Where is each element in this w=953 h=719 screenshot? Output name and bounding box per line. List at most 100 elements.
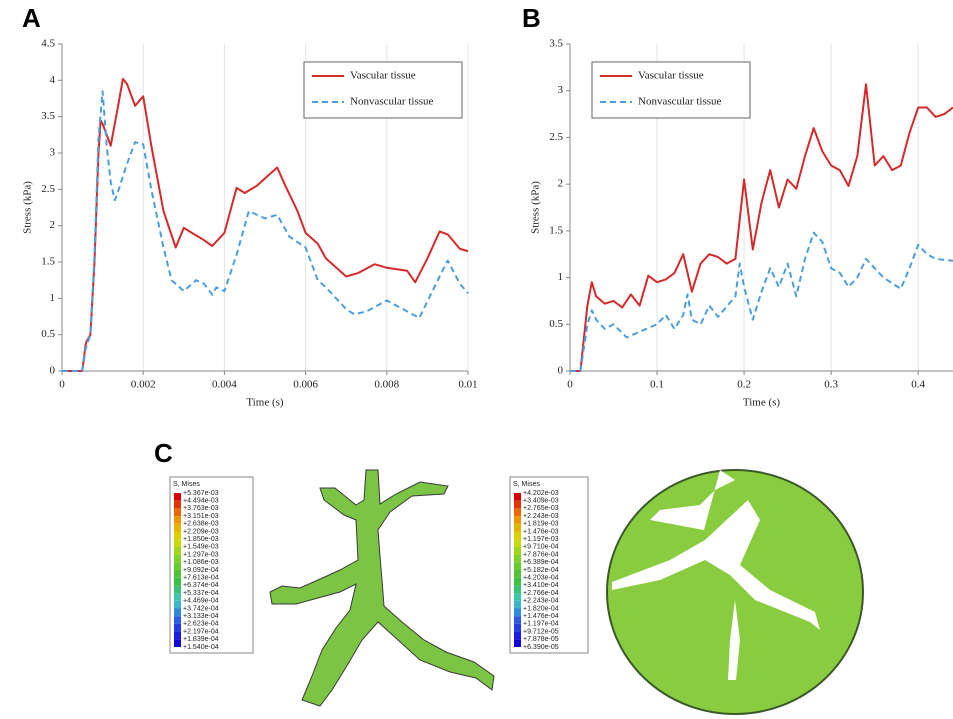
data-line — [570, 83, 953, 372]
legend-value: +2.209e-03 — [183, 528, 219, 535]
legend-value: +3.151e-03 — [183, 513, 219, 520]
color-swatch — [514, 577, 521, 586]
x-tick-label: 0.006 — [293, 379, 318, 391]
legend-value: +9.710e-04 — [523, 544, 559, 551]
color-swatch — [174, 623, 181, 632]
legend-value: +5.182e-04 — [523, 567, 559, 574]
y-tick-label: 2 — [558, 178, 564, 190]
color-swatch — [174, 508, 181, 517]
y-tick-label: 2.5 — [41, 183, 55, 195]
y-tick-label: 2 — [50, 219, 56, 231]
legend-value: +2.765e-03 — [523, 505, 559, 512]
legend-value: +5.337e-04 — [183, 590, 219, 597]
color-swatch — [174, 546, 181, 555]
legend-value: +6.374e-04 — [183, 582, 219, 589]
color-swatch — [174, 577, 181, 586]
y-axis-label: Stress (kPa) — [22, 181, 34, 234]
color-swatch — [514, 508, 521, 517]
legend-value: +6.389e-04 — [523, 559, 559, 566]
legend-value: +4.202e-03 — [523, 490, 559, 497]
color-swatch — [514, 523, 521, 532]
color-swatch — [514, 616, 521, 624]
color-swatch — [514, 546, 521, 555]
y-tick-label: 0 — [558, 365, 564, 377]
legend-value: +1.819e-03 — [523, 521, 559, 528]
legend-value: +1.476e-03 — [523, 528, 559, 535]
y-tick-label: 0 — [50, 365, 56, 377]
legend-value: +3.742e-04 — [183, 605, 219, 612]
color-swatch — [174, 554, 181, 563]
color-swatch — [514, 623, 521, 632]
color-swatch — [174, 593, 181, 601]
x-axis-label: Time (s) — [246, 397, 284, 409]
data-line — [570, 231, 953, 372]
y-tick-label: 2.5 — [549, 131, 563, 143]
y-tick-label: 1 — [50, 292, 56, 304]
brain-mesh — [606, 469, 864, 715]
legend-box — [591, 61, 751, 119]
color-swatch — [514, 639, 521, 647]
color-swatch — [174, 562, 181, 570]
color-swatch — [514, 585, 521, 594]
y-tick-label: 0.5 — [549, 318, 563, 330]
data-line — [62, 77, 469, 372]
legend-value: +2.623e-04 — [183, 621, 219, 628]
x-tick-label: 0.1 — [650, 379, 664, 391]
y-tick-label: 1 — [558, 271, 564, 283]
color-swatch — [514, 608, 521, 617]
legend-value: +3.410e-04 — [523, 582, 559, 589]
x-tick-label: 0.008 — [374, 379, 399, 391]
color-swatch — [514, 554, 521, 563]
color-swatch — [174, 531, 181, 540]
color-swatch — [174, 516, 181, 524]
legend-label: Vascular tissue — [350, 70, 416, 82]
legend-value: +1.297e-03 — [183, 551, 219, 558]
legend-value: +1.549e-03 — [183, 544, 219, 551]
color-swatch — [514, 516, 521, 524]
legend-value: +6.390e-05 — [523, 644, 559, 651]
legend-value: +9.712e-05 — [523, 628, 559, 635]
y-tick-label: 3.5 — [549, 38, 563, 50]
legend-value: +4.494e-03 — [183, 498, 219, 505]
y-axis-label: Stress (kPa) — [530, 181, 542, 234]
x-tick-label: 0 — [59, 379, 65, 391]
legend-value: +3.133e-04 — [183, 613, 219, 620]
panel-label: C — [154, 438, 173, 468]
color-swatch — [174, 493, 181, 501]
legend-value: +7.876e-04 — [523, 551, 559, 558]
legend-title: S, Mises — [513, 481, 540, 488]
x-axis-label: Time (s) — [743, 397, 781, 409]
color-swatch — [174, 639, 181, 647]
color-swatch — [514, 562, 521, 570]
x-tick-label: 0.002 — [131, 379, 156, 391]
x-tick-label: 0.4 — [911, 379, 925, 391]
y-tick-label: 3 — [558, 84, 564, 96]
y-tick-label: 1.5 — [41, 256, 55, 268]
legend-value: +1.086e-03 — [183, 559, 219, 566]
panel-label: B — [522, 3, 541, 33]
legend-frame — [169, 476, 254, 654]
data-line — [62, 90, 469, 372]
color-swatch — [514, 500, 521, 509]
legend-value: +3.763e-03 — [183, 505, 219, 512]
y-tick-label: 3.5 — [41, 110, 55, 122]
legend-value: +2.243e-04 — [523, 598, 559, 605]
color-swatch — [514, 631, 521, 640]
color-swatch — [174, 631, 181, 640]
legend-box — [303, 61, 463, 119]
legend-value: +4.203e-04 — [523, 575, 559, 582]
x-tick-label: 0.01 — [458, 379, 477, 391]
legend-value: +1.820e-04 — [523, 605, 559, 612]
legend-value: +9.092e-04 — [183, 567, 219, 574]
legend-value: +1.476e-04 — [523, 613, 559, 620]
legend-value: +5.367e-03 — [183, 490, 219, 497]
color-swatch — [174, 608, 181, 617]
color-swatch — [174, 570, 181, 578]
y-tick-label: 1.5 — [549, 224, 563, 236]
color-swatch — [174, 585, 181, 594]
color-swatch — [514, 593, 521, 601]
legend-value: +2.197e-04 — [183, 628, 219, 635]
y-tick-label: 4.5 — [41, 38, 55, 50]
